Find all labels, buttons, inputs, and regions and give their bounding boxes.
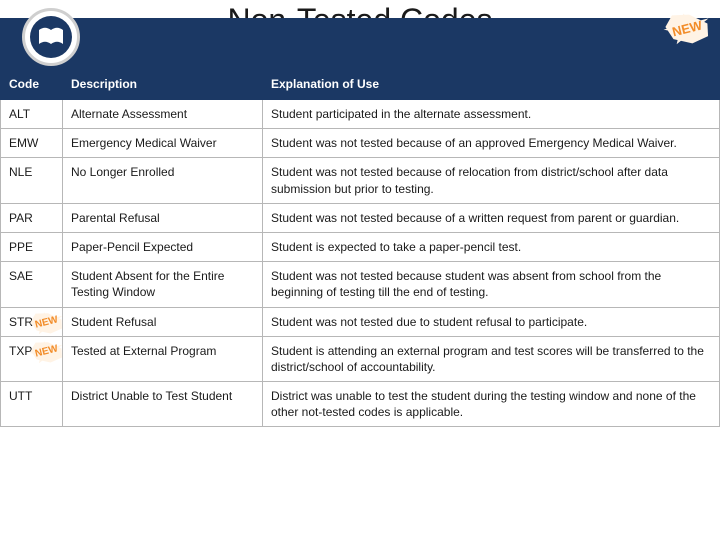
- new-badge-icon: NEW: [34, 344, 59, 359]
- cell-explanation: District was unable to test the student …: [263, 382, 720, 427]
- table-header-row: Code Description Explanation of Use: [1, 69, 720, 100]
- cell-explanation: Student was not tested due to student re…: [263, 307, 720, 336]
- cell-description: District Unable to Test Student: [63, 382, 263, 427]
- code-text: EMW: [9, 136, 38, 150]
- cell-explanation: Student was not tested because of an app…: [263, 129, 720, 158]
- table-row: EMW Emergency Medical WaiverStudent was n…: [1, 129, 720, 158]
- logo: [22, 8, 80, 66]
- table-row: PAR Parental RefusalStudent was not teste…: [1, 203, 720, 232]
- header-band: [0, 18, 720, 68]
- cell-code: PAR: [1, 203, 63, 232]
- cell-description: Student Absent for the Entire Testing Wi…: [63, 262, 263, 307]
- cell-explanation: Student is expected to take a paper-penc…: [263, 232, 720, 261]
- cell-code: EMW: [1, 129, 63, 158]
- col-header-description: Description: [63, 69, 263, 100]
- code-text: NLE: [9, 165, 32, 179]
- book-icon: [30, 16, 72, 58]
- cell-explanation: Student was not tested because of a writ…: [263, 203, 720, 232]
- table-row: STRNEWStudent RefusalStudent was not tes…: [1, 307, 720, 336]
- cell-explanation: Student was not tested because of reloca…: [263, 158, 720, 203]
- table-row: UTT District Unable to Test StudentDistri…: [1, 382, 720, 427]
- code-text: TXP: [9, 344, 32, 358]
- cell-explanation: Student participated in the alternate as…: [263, 100, 720, 129]
- slide-header: Non-Tested Codes NEW: [0, 0, 720, 68]
- table-row: PPE Paper-Pencil ExpectedStudent is expec…: [1, 232, 720, 261]
- codes-table: Code Description Explanation of Use ALTA…: [0, 68, 720, 427]
- col-header-code: Code: [1, 69, 63, 100]
- cell-description: Student Refusal: [63, 307, 263, 336]
- cell-code: UTT: [1, 382, 63, 427]
- cell-description: Alternate Assessment: [63, 100, 263, 129]
- cell-description: Tested at External Program: [63, 336, 263, 381]
- table-row: ALT Alternate AssessmentStudent participa…: [1, 100, 720, 129]
- cell-code: PPE: [1, 232, 63, 261]
- code-text: PPE: [9, 240, 33, 254]
- cell-description: No Longer Enrolled: [63, 158, 263, 203]
- code-text: SAE: [9, 269, 33, 283]
- new-badge-icon: NEW: [34, 315, 59, 330]
- cell-code: ALT: [1, 100, 63, 129]
- cell-description: Emergency Medical Waiver: [63, 129, 263, 158]
- table-row: SAE Student Absent for the Entire Testing…: [1, 262, 720, 307]
- cell-description: Paper-Pencil Expected: [63, 232, 263, 261]
- code-text: PAR: [9, 211, 33, 225]
- cell-code: STRNEW: [1, 307, 63, 336]
- code-text: UTT: [9, 389, 32, 403]
- cell-explanation: Student is attending an external program…: [263, 336, 720, 381]
- cell-code: SAE: [1, 262, 63, 307]
- cell-description: Parental Refusal: [63, 203, 263, 232]
- table-row: NLE No Longer EnrolledStudent was not tes…: [1, 158, 720, 203]
- code-text: STR: [9, 315, 33, 329]
- table-row: TXPNEWTested at External ProgramStudent …: [1, 336, 720, 381]
- code-text: ALT: [9, 107, 30, 121]
- cell-code: NLE: [1, 158, 63, 203]
- new-badge-icon: NEW: [671, 19, 704, 39]
- cell-code: TXPNEW: [1, 336, 63, 381]
- col-header-explanation: Explanation of Use: [263, 69, 720, 100]
- cell-explanation: Student was not tested because student w…: [263, 262, 720, 307]
